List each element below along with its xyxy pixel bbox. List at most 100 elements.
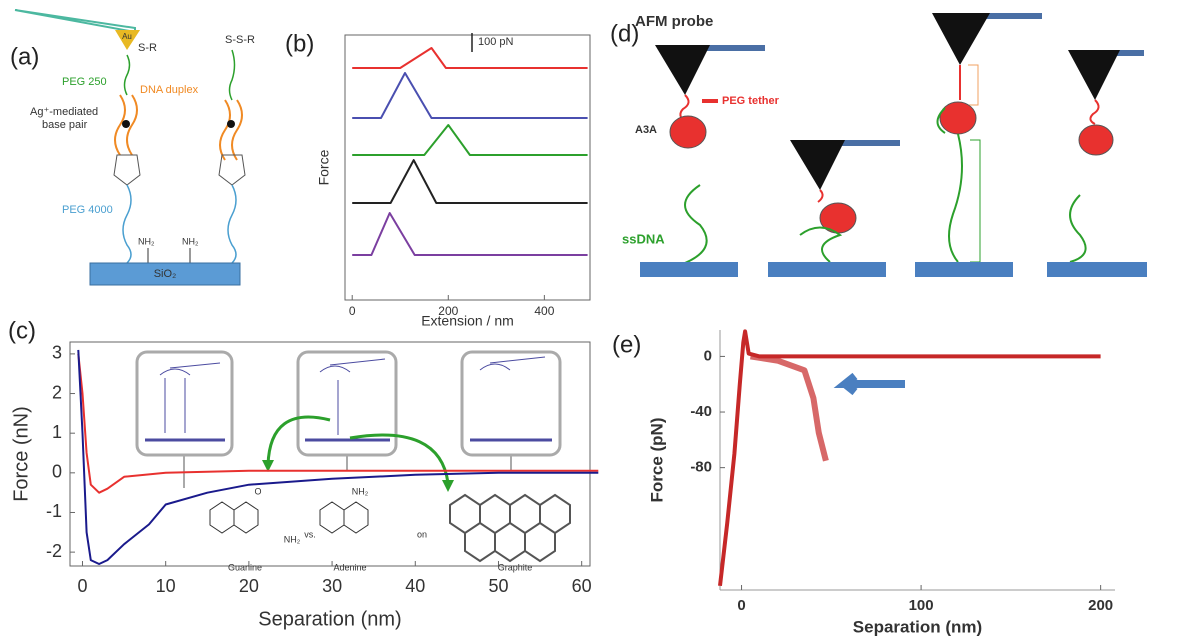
arrow <box>833 372 905 396</box>
dna-duplex <box>114 94 138 156</box>
x-axis-label: Extension / nm <box>421 313 514 329</box>
tether <box>1089 99 1100 125</box>
y-axis-label: Force (nN) <box>10 406 32 502</box>
inset-label: Guanine <box>228 562 262 572</box>
y-tick-label: 0 <box>52 462 62 482</box>
dna-label: ssDNA <box>622 231 665 246</box>
data-line <box>352 159 588 204</box>
data-line <box>77 353 599 494</box>
ag-site <box>227 120 235 128</box>
panel-label: (e) <box>612 331 641 358</box>
protein <box>939 101 977 135</box>
substrate <box>768 262 886 277</box>
data-line <box>352 124 588 156</box>
x-tick-label: 0 <box>737 597 745 614</box>
ssdna <box>799 226 843 263</box>
peg-short <box>228 49 236 101</box>
tether <box>817 189 824 203</box>
x-tick-label: 100 <box>909 597 934 614</box>
tip <box>932 13 990 65</box>
x-tick-label: 0 <box>349 304 356 318</box>
panel-label: (c) <box>8 317 36 344</box>
x-tick-label: 0 <box>77 576 87 596</box>
triazole <box>113 154 141 186</box>
tip <box>1068 50 1120 100</box>
y-tick-label: -80 <box>690 459 712 476</box>
y-axis-label: Force <box>316 149 332 185</box>
y-tick-label: 3 <box>52 343 62 363</box>
bracket <box>970 139 981 263</box>
data-line <box>352 212 588 256</box>
ag-label: base pair <box>42 119 88 131</box>
peg-short-label: PEG 250 <box>62 76 107 88</box>
arrowhead <box>442 480 454 492</box>
guanine-structure <box>209 501 259 534</box>
data-line <box>352 47 588 69</box>
x-tick-label: 60 <box>572 576 592 596</box>
y-tick-label: -40 <box>690 403 712 420</box>
y-tick-label: -2 <box>46 541 62 561</box>
x-tick-label: 50 <box>488 576 508 596</box>
x-tick-label: 20 <box>239 576 259 596</box>
panel-d: (d) AFM probe PEG tether A3A ssDNA <box>610 13 1147 277</box>
x-axis-label: Separation (nm) <box>853 617 982 636</box>
gold-label: Au <box>122 32 132 41</box>
scale-bar-label: 100 pN <box>478 36 514 48</box>
tip <box>790 140 845 190</box>
tether-label: PEG tether <box>722 95 780 107</box>
x-tick-label: 10 <box>156 576 176 596</box>
amine-label: NH₂ <box>138 236 155 246</box>
y-axis-label: Force (pN) <box>647 418 666 503</box>
panel-c-insets <box>135 350 571 563</box>
inset-label: Adenine <box>333 562 366 572</box>
duplex-label: DNA duplex <box>140 84 199 96</box>
substrate <box>1047 262 1147 277</box>
amine-label: NH₂ <box>182 236 199 246</box>
cantilever <box>665 45 765 51</box>
ssdna <box>679 184 708 266</box>
x-axis-label: Separation (nm) <box>258 608 401 630</box>
protein <box>669 115 707 149</box>
triazole <box>218 154 246 186</box>
x-tick-label: 400 <box>534 304 554 318</box>
gold-tip <box>115 30 140 50</box>
inset-drawing <box>479 356 546 371</box>
data-line <box>77 349 599 565</box>
y-tick-label: -1 <box>46 501 62 521</box>
panel-label: (a) <box>10 43 39 70</box>
probe-label: AFM probe <box>635 13 713 30</box>
bracket <box>968 64 979 106</box>
peg-short <box>123 54 131 96</box>
peg-long <box>122 184 132 264</box>
ag-label: Ag⁺-mediated <box>30 106 98 118</box>
substrate <box>89 262 241 286</box>
plot-frame <box>69 341 591 567</box>
substrate <box>640 262 738 277</box>
tip <box>655 45 710 95</box>
data-line <box>352 72 588 119</box>
plot-frame <box>344 34 591 301</box>
x-tick-label: 200 <box>1088 597 1113 614</box>
inset-label: O <box>254 486 261 496</box>
inset-label: vs. <box>304 529 316 539</box>
peg-long <box>227 184 237 264</box>
panel-label: (d) <box>610 20 639 47</box>
substrate <box>915 262 1013 277</box>
y-tick-label: 1 <box>52 422 62 442</box>
disulfide-label: S-S-R <box>225 34 255 46</box>
arrow <box>266 415 331 466</box>
y-tick-label: 2 <box>52 382 62 402</box>
cantilever <box>800 140 900 146</box>
inset-label: NH₂ <box>284 534 301 544</box>
protein <box>1078 124 1114 156</box>
ssdna <box>936 107 963 263</box>
panel-a: (a) Au S-R S-S-R PEG 250 DNA duplex Ag⁺-… <box>10 9 255 286</box>
ag-site <box>122 120 130 128</box>
adenine-structure <box>319 501 369 534</box>
inset-drawing <box>319 358 386 435</box>
cantilever <box>950 13 1042 19</box>
inset-label: Graphite <box>498 562 533 572</box>
graphite-structure <box>449 493 571 563</box>
inset-label: on <box>417 529 427 539</box>
